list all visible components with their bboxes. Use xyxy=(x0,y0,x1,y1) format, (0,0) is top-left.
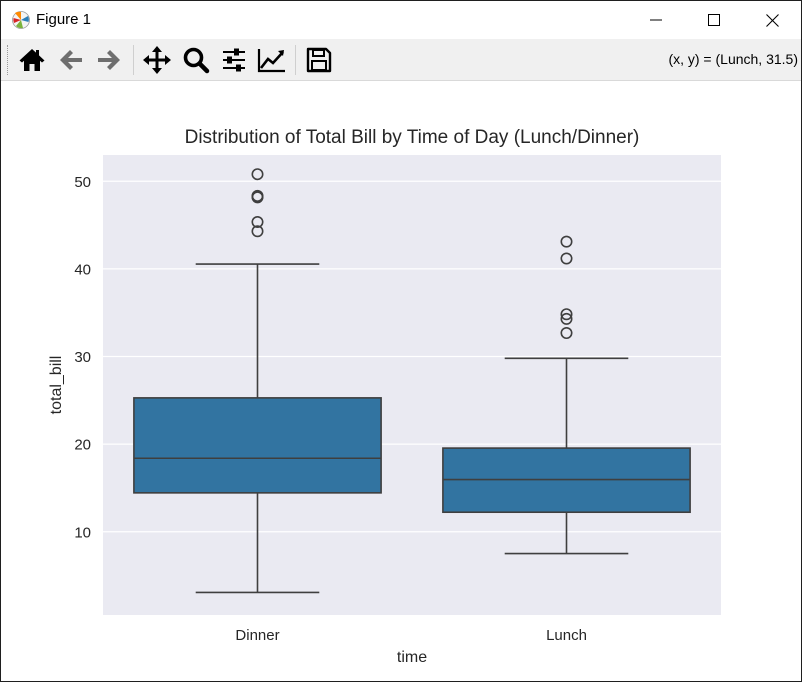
outlier-point xyxy=(251,168,264,181)
forward-arrow-icon xyxy=(98,50,120,70)
box-dinner[interactable] xyxy=(133,397,382,494)
y-tick-label: 30 xyxy=(74,349,91,366)
zoom-button[interactable] xyxy=(179,43,213,77)
outlier-point xyxy=(560,312,573,325)
matplotlib-logo-icon xyxy=(12,11,30,29)
axes-background xyxy=(103,155,721,615)
box-plot-chart[interactable]: 10 20 30 40 50 Dinner Lunch Distribution of T… xyxy=(1,82,801,682)
x-tick-label: Dinner xyxy=(235,627,279,644)
save-icon xyxy=(306,47,332,73)
minimize-icon xyxy=(650,19,662,21)
minimize-button[interactable] xyxy=(627,1,685,39)
figure-canvas[interactable]: 10 20 30 40 50 Dinner Lunch Distribution of T… xyxy=(1,82,801,682)
close-button[interactable] xyxy=(743,1,801,39)
back-button[interactable] xyxy=(54,43,88,77)
outlier-point xyxy=(560,235,573,248)
coordinates-readout: (x, y) = (Lunch, 31.5) xyxy=(668,51,798,67)
y-tick-label: 20 xyxy=(74,437,91,454)
y-axis-label: total_bill xyxy=(48,356,65,415)
toolbar-separator xyxy=(133,45,134,75)
pan-icon xyxy=(143,46,171,74)
toolbar-separator xyxy=(295,45,296,75)
outlier-point xyxy=(251,189,264,202)
grid-lines xyxy=(103,180,721,533)
pan-button[interactable] xyxy=(140,43,174,77)
x-tick-labels: Dinner Lunch xyxy=(235,627,587,644)
close-icon xyxy=(765,13,779,27)
title-bar: Figure 1 xyxy=(1,1,801,39)
y-tick-labels: 10 20 30 40 50 xyxy=(74,174,91,541)
x-tick-label: Lunch xyxy=(546,627,587,644)
window-title: Figure 1 xyxy=(36,11,92,28)
y-tick-label: 10 xyxy=(74,524,91,541)
x-axis-label: time xyxy=(397,649,427,666)
outlier-point xyxy=(560,252,573,265)
zoom-icon xyxy=(183,47,210,74)
back-arrow-icon xyxy=(60,50,82,70)
edit-axes-icon xyxy=(257,49,285,73)
configure-subplots-icon xyxy=(223,48,245,72)
home-button[interactable] xyxy=(15,43,49,77)
maximize-icon xyxy=(708,14,720,26)
outlier-point xyxy=(251,216,264,229)
save-button[interactable] xyxy=(302,43,336,77)
outlier-point xyxy=(560,327,573,340)
chart-title: Distribution of Total Bill by Time of Da… xyxy=(185,127,640,148)
home-icon xyxy=(19,49,45,71)
outlier-point xyxy=(560,308,573,321)
box-group xyxy=(133,168,691,594)
y-tick-label: 40 xyxy=(74,261,91,278)
toolbar-grip xyxy=(7,45,10,75)
configure-subplots-button[interactable] xyxy=(217,43,251,77)
edit-axes-button[interactable] xyxy=(255,43,289,77)
forward-button[interactable] xyxy=(92,43,126,77)
y-tick-label: 50 xyxy=(74,174,91,191)
maximize-button[interactable] xyxy=(685,1,743,39)
outlier-point xyxy=(251,225,264,238)
navigation-toolbar: (x, y) = (Lunch, 31.5) xyxy=(1,39,801,81)
